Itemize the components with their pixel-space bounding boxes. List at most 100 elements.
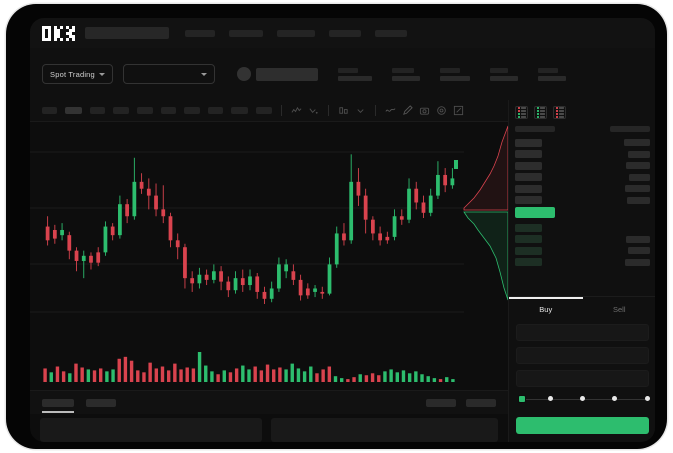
orders-panels xyxy=(30,414,508,442)
drawing-tools-icon[interactable] xyxy=(402,105,413,116)
chevron-down-icon[interactable] xyxy=(355,105,366,116)
bottom-action-2[interactable] xyxy=(466,398,496,407)
orderbook-row-amount xyxy=(626,162,650,169)
tab-order-history[interactable] xyxy=(86,398,116,407)
timeframe-1w[interactable] xyxy=(208,107,223,114)
order-amount-input[interactable] xyxy=(516,347,649,364)
orderbook-row[interactable] xyxy=(515,258,650,267)
orderbook-mode-toggles xyxy=(509,100,655,125)
chevron-down-icon xyxy=(98,72,105,76)
orderbook-row-price xyxy=(515,258,542,266)
volume-canvas xyxy=(43,352,455,382)
orderbook-row[interactable] xyxy=(515,246,650,255)
slider-stop-75[interactable] xyxy=(612,396,618,401)
timeframe-1d[interactable] xyxy=(184,107,200,114)
orderbook-row[interactable] xyxy=(515,196,650,205)
line-chart-icon[interactable] xyxy=(385,105,396,116)
spot-trading-dropdown[interactable]: Spot Trading xyxy=(42,64,113,84)
order-price-input[interactable] xyxy=(516,324,649,341)
orderbook-row-amount xyxy=(629,173,650,181)
orders-tabs xyxy=(42,398,116,413)
snapshot-icon[interactable] xyxy=(419,105,430,116)
order-inputs xyxy=(516,324,649,387)
bottom-action-1[interactable] xyxy=(426,398,456,407)
timeframe-5m[interactable] xyxy=(65,107,82,114)
compare-icon[interactable] xyxy=(338,105,349,116)
timeframe-more[interactable] xyxy=(256,107,272,114)
order-total-input[interactable] xyxy=(516,370,649,387)
orderbook-row-price xyxy=(515,235,542,243)
order-percent-slider[interactable] xyxy=(518,393,650,405)
orderbook-row[interactable] xyxy=(515,223,650,232)
timeframe-1h[interactable] xyxy=(137,107,153,114)
app-screen: Spot Trading xyxy=(30,18,655,442)
timeframe-1mo[interactable] xyxy=(231,107,248,114)
orderbook-amount-column-header xyxy=(610,126,650,132)
fullscreen-icon[interactable] xyxy=(453,105,464,116)
orderbook-mode-asks[interactable] xyxy=(553,106,566,119)
buy-submit-button[interactable] xyxy=(516,417,649,434)
orderbook-row-price xyxy=(515,246,542,255)
tab-sell[interactable]: Sell xyxy=(583,297,656,322)
orderbook-row-amount xyxy=(625,185,650,192)
orderbook-row-price xyxy=(515,223,542,232)
toolbar-divider xyxy=(375,105,376,116)
search-input[interactable] xyxy=(85,27,169,39)
device-frame: Spot Trading xyxy=(6,4,667,449)
orderbook-list[interactable] xyxy=(509,126,655,316)
market-stats xyxy=(318,67,566,81)
tab-open-orders[interactable] xyxy=(42,398,74,413)
orderbook-row[interactable] xyxy=(515,173,650,182)
orderbook-row[interactable] xyxy=(515,150,650,159)
orderbook-row-price xyxy=(515,138,542,147)
stat-24h-low-value xyxy=(489,75,518,81)
trading-pair-select[interactable] xyxy=(122,64,215,84)
orderbook-row[interactable] xyxy=(515,235,650,244)
orderbook-mode-both[interactable] xyxy=(515,106,528,119)
orderbook-row-amount xyxy=(628,247,650,254)
stat-24h-volume-label xyxy=(537,67,558,73)
indicators-icon[interactable] xyxy=(291,105,302,116)
slider-stop-100[interactable] xyxy=(644,396,650,401)
nav-item-2[interactable] xyxy=(229,29,263,37)
timeframe-30m[interactable] xyxy=(113,107,129,114)
nav-item-1[interactable] xyxy=(185,29,215,37)
orderbook-header xyxy=(515,126,650,132)
slider-handle[interactable] xyxy=(518,395,526,403)
orderbook-row[interactable] xyxy=(515,161,650,170)
timeframe-15m[interactable] xyxy=(90,107,105,114)
tab-sell-label: Sell xyxy=(612,305,626,314)
timeframe-selector xyxy=(42,107,272,114)
price-chart[interactable] xyxy=(30,122,508,334)
toolbar-divider xyxy=(328,105,329,116)
orderbook-mode-bids[interactable] xyxy=(534,106,547,119)
slider-stop-50[interactable] xyxy=(580,396,585,401)
nav-item-3[interactable] xyxy=(277,29,315,37)
avatar xyxy=(236,67,251,81)
toolbar-divider xyxy=(281,105,282,116)
orderbook-row[interactable] xyxy=(515,138,650,147)
timeframe-1m[interactable] xyxy=(42,107,57,114)
trade-side-tabs: Buy Sell xyxy=(509,296,655,322)
stat-last-price-label xyxy=(337,67,358,73)
orderbook-row-amount xyxy=(627,196,650,204)
slider-stop-25[interactable] xyxy=(547,396,553,401)
orderbook-row[interactable] xyxy=(515,184,650,193)
tab-buy-label: Buy xyxy=(539,305,553,314)
nav-item-4[interactable] xyxy=(329,29,361,37)
nav-items xyxy=(185,29,407,37)
stat-24h-high-label xyxy=(439,67,460,73)
orderbook-row-amount xyxy=(624,139,650,146)
orderbook-panel: Buy Sell xyxy=(508,100,655,442)
orderbook-last-price-value xyxy=(515,207,555,218)
settings-icon[interactable] xyxy=(436,105,447,116)
depth-chart-overlay xyxy=(454,125,508,301)
chart-type-icon[interactable] xyxy=(308,105,319,116)
tab-buy[interactable]: Buy xyxy=(509,297,583,322)
bottom-panel-left xyxy=(40,418,262,442)
nav-item-5[interactable] xyxy=(375,29,407,37)
spot-trading-label: Spot Trading xyxy=(50,69,95,79)
okx-logo-icon[interactable] xyxy=(42,25,75,41)
orderbook-row-price xyxy=(515,184,542,193)
timeframe-4h[interactable] xyxy=(161,107,176,114)
